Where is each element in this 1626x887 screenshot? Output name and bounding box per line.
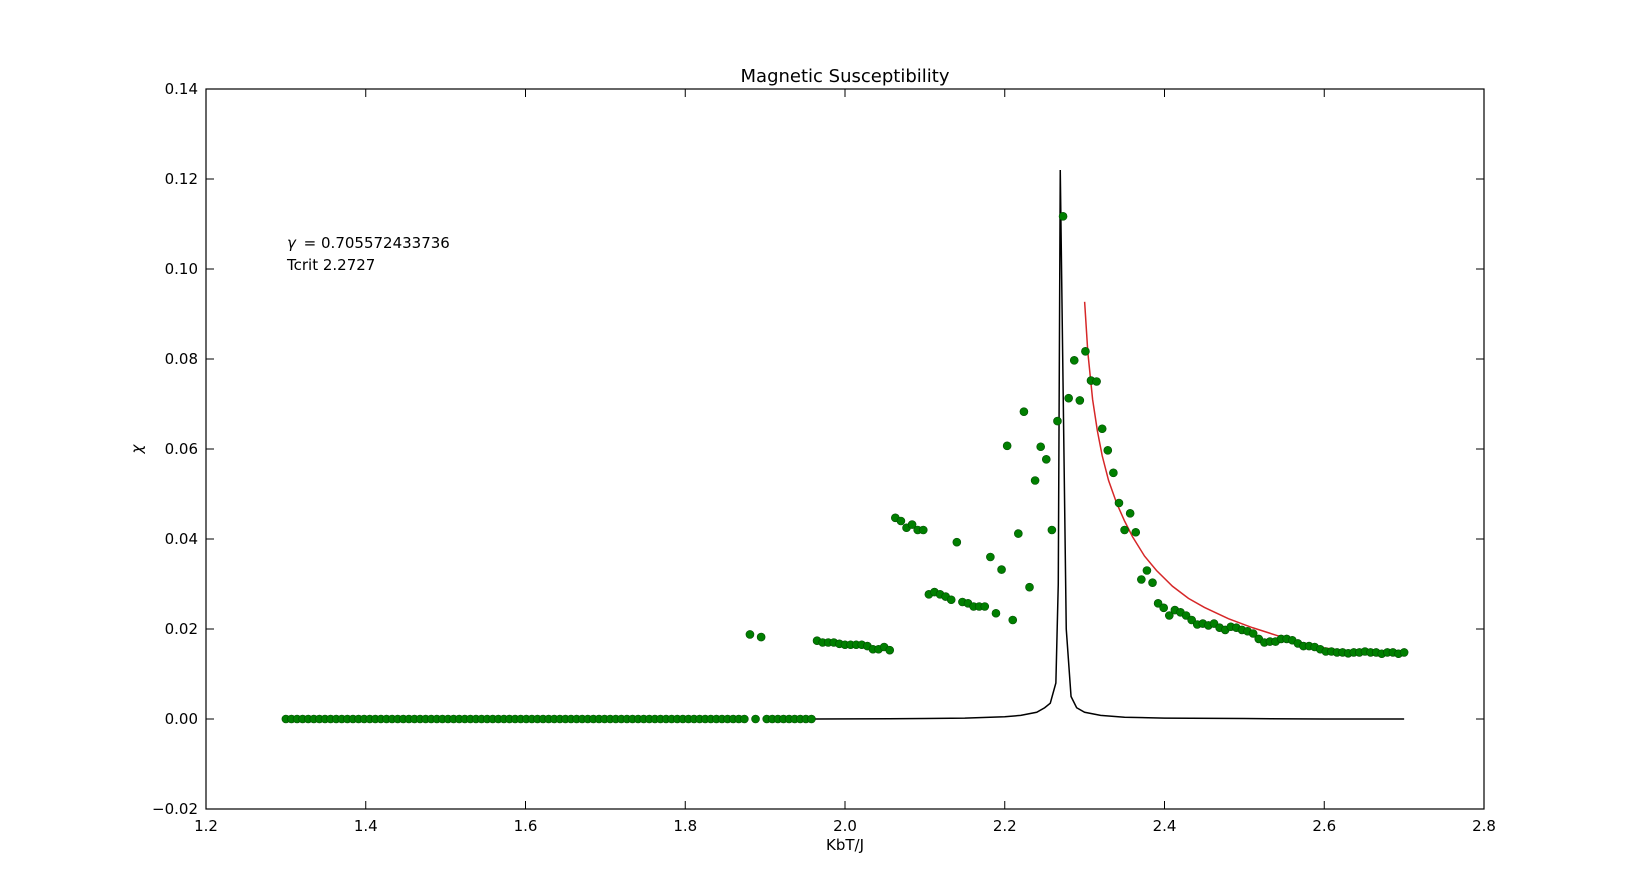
x-tick-label: 2.6 bbox=[1312, 817, 1336, 835]
x-tick-label: 2.8 bbox=[1472, 817, 1496, 835]
theory-curve bbox=[813, 169, 1405, 720]
data-point bbox=[1064, 393, 1073, 403]
x-tick-label: 2.4 bbox=[1153, 817, 1177, 835]
tcrit-annotation: Tcrit 2.2727 bbox=[286, 256, 375, 274]
data-point bbox=[1047, 525, 1057, 535]
gamma-annotation: γ = 0.705572433736 bbox=[287, 234, 450, 252]
x-tick-label: 2.0 bbox=[833, 817, 857, 835]
data-point bbox=[1014, 529, 1023, 538]
data-point bbox=[952, 537, 962, 547]
x-tick-label: 2.2 bbox=[993, 817, 1017, 835]
data-point bbox=[1019, 407, 1029, 416]
data-point bbox=[1187, 615, 1196, 625]
data-point bbox=[1131, 527, 1141, 537]
data-point bbox=[907, 520, 917, 529]
y-tick-label: 0.14 bbox=[165, 80, 198, 98]
y-tick-label: 0.10 bbox=[165, 260, 198, 278]
y-tick-label: −0.02 bbox=[152, 800, 198, 818]
data-point bbox=[1164, 611, 1174, 620]
data-point bbox=[1008, 615, 1018, 625]
y-axis-label: χ bbox=[128, 443, 146, 454]
data-point bbox=[1097, 424, 1107, 434]
gamma-value: = 0.705572433736 bbox=[304, 234, 450, 252]
y-tick-label: 0.08 bbox=[165, 350, 198, 368]
x-axis-label: KbT/J bbox=[826, 836, 864, 854]
y-tick-label: 0.04 bbox=[165, 530, 198, 548]
data-point bbox=[986, 552, 995, 562]
plot-frame bbox=[205, 88, 1485, 810]
data-point bbox=[740, 714, 749, 724]
y-tick-labels: −0.02 0.00 0.02 0.04 0.06 0.08 0.10 0.12 0.14 bbox=[152, 80, 198, 818]
data-point bbox=[1036, 442, 1045, 452]
data-point bbox=[1030, 476, 1040, 485]
chart-title: Magnetic Susceptibility bbox=[741, 66, 950, 87]
data-point bbox=[946, 595, 956, 605]
data-point bbox=[1181, 611, 1191, 620]
data-point bbox=[1025, 582, 1034, 592]
y-tick-label: 0.06 bbox=[165, 440, 198, 458]
x-tick-label: 1.6 bbox=[514, 817, 538, 835]
data-point bbox=[1053, 416, 1062, 426]
data-point bbox=[991, 608, 1001, 618]
data-point bbox=[997, 565, 1006, 574]
data-point bbox=[1081, 347, 1090, 356]
data-point bbox=[1399, 648, 1409, 657]
data-point bbox=[918, 525, 928, 535]
data-point bbox=[1137, 575, 1146, 584]
data-point bbox=[1142, 566, 1152, 575]
data-point bbox=[1069, 356, 1079, 365]
data-point bbox=[1058, 212, 1068, 221]
y-tick-label: 0.02 bbox=[165, 620, 198, 638]
scatter-points bbox=[281, 212, 1409, 724]
data-point bbox=[1114, 498, 1124, 508]
data-point bbox=[751, 714, 760, 724]
data-point bbox=[896, 516, 906, 526]
data-point bbox=[1041, 455, 1051, 464]
data-point bbox=[1148, 578, 1157, 587]
data-point bbox=[1120, 525, 1129, 535]
data-point bbox=[1125, 509, 1135, 518]
data-point bbox=[1103, 446, 1113, 455]
data-point bbox=[1075, 396, 1085, 405]
x-tick-labels: 1.2 1.4 1.6 1.8 2.0 2.2 2.4 2.6 2.8 bbox=[194, 817, 1496, 835]
x-tick-label: 1.2 bbox=[194, 817, 218, 835]
y-tick-label: 0.12 bbox=[165, 170, 198, 188]
data-point bbox=[1109, 468, 1118, 478]
data-point bbox=[1002, 441, 1012, 451]
data-point bbox=[745, 630, 755, 639]
gamma-symbol: γ bbox=[287, 234, 297, 252]
data-point bbox=[807, 714, 816, 724]
x-tick-label: 1.8 bbox=[673, 817, 697, 835]
data-point bbox=[1153, 599, 1163, 608]
data-point bbox=[1092, 377, 1101, 386]
data-point bbox=[756, 632, 766, 642]
data-point bbox=[980, 602, 990, 611]
data-point bbox=[885, 645, 895, 655]
data-point bbox=[1159, 603, 1168, 613]
y-tick-label: 0.00 bbox=[165, 710, 198, 728]
x-tick-label: 1.4 bbox=[354, 817, 378, 835]
data-point bbox=[1248, 629, 1258, 638]
